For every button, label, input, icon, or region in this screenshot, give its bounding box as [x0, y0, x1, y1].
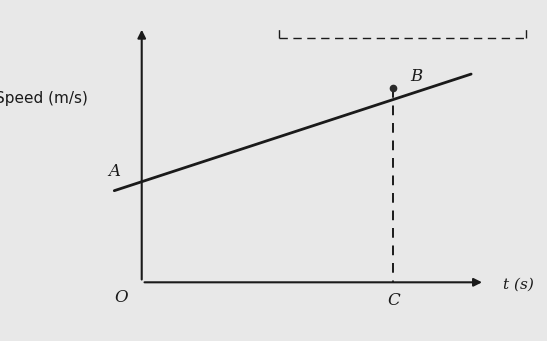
- Text: A: A: [108, 163, 120, 180]
- Text: t (s): t (s): [503, 278, 534, 292]
- Text: B: B: [410, 68, 422, 85]
- Text: O: O: [114, 289, 128, 306]
- Text: C: C: [387, 292, 400, 309]
- Text: Speed (m/s): Speed (m/s): [0, 91, 88, 106]
